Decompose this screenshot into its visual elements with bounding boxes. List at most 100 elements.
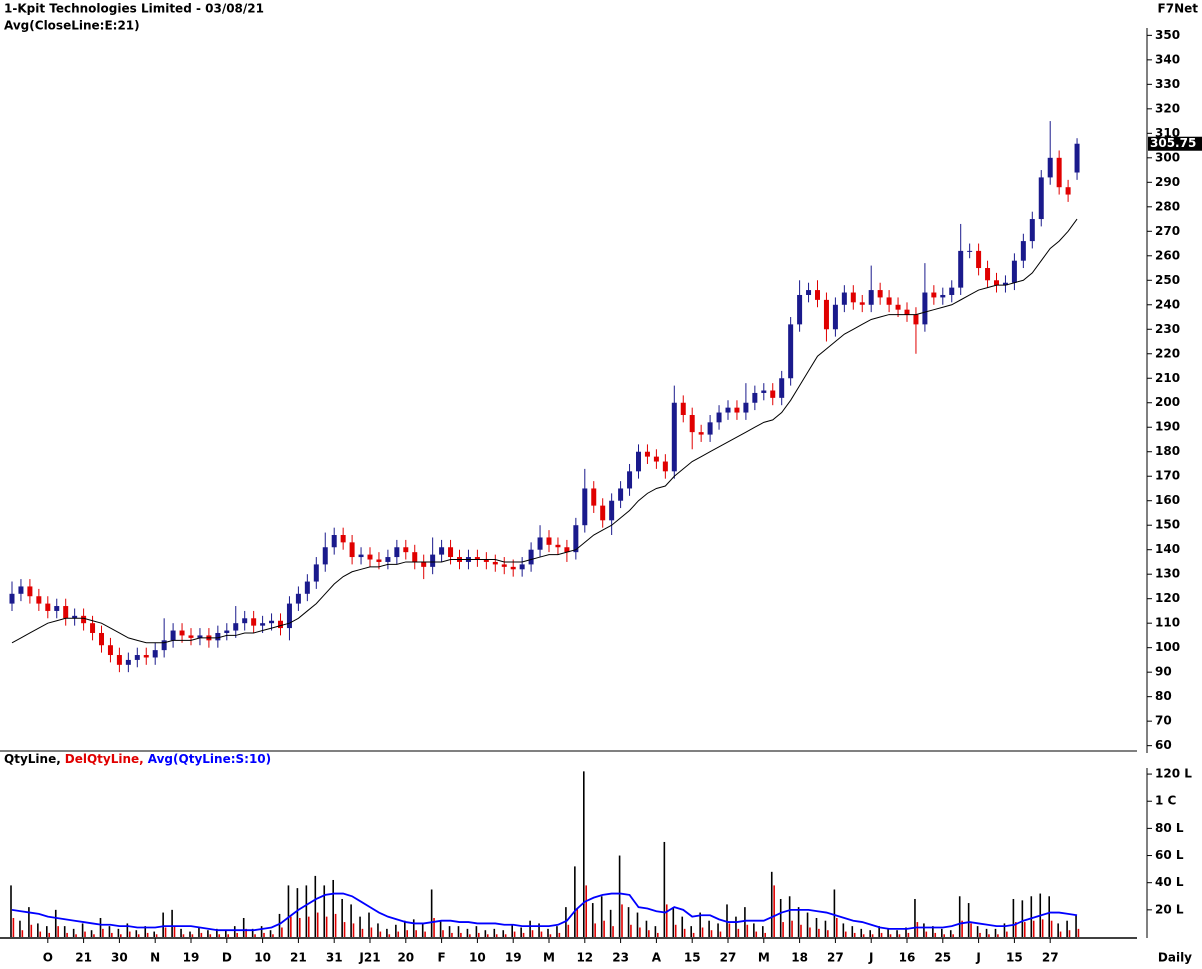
volume-bar — [128, 931, 131, 937]
volume-bar — [665, 904, 668, 937]
volume-bar — [260, 926, 263, 937]
candle-body — [81, 615, 87, 624]
candle-body — [859, 302, 865, 305]
volume-bar — [672, 907, 675, 937]
volume-bar — [412, 919, 415, 937]
volume-bar — [171, 909, 173, 937]
x-tick-label: 31 — [326, 951, 343, 965]
volume-bar — [941, 928, 943, 937]
candle-body — [734, 407, 740, 413]
y-tick-label: 350 — [1155, 28, 1180, 42]
volume-bar — [305, 885, 308, 937]
candle-body — [269, 620, 275, 624]
volume-bar — [594, 923, 596, 937]
candle-body — [260, 623, 266, 626]
volume-bar — [943, 934, 945, 937]
candle-body — [967, 250, 973, 252]
candle-body — [841, 292, 847, 305]
volume-bar — [1006, 931, 1008, 937]
candle-body — [18, 586, 24, 594]
volume-bar — [549, 934, 552, 937]
candle-body — [54, 606, 60, 611]
volume-bar — [164, 927, 167, 937]
volume-bar — [833, 889, 836, 937]
volume-bar — [460, 932, 462, 937]
candle-body — [99, 632, 104, 646]
indicator-label: Avg(CloseLine:E:21) — [4, 19, 140, 33]
volume-bar — [806, 912, 809, 937]
volume-bar — [603, 920, 605, 937]
candle-body — [922, 292, 928, 325]
volume-bar — [728, 923, 731, 937]
volume-bar — [75, 934, 77, 937]
volume-bar — [800, 924, 802, 937]
volume-bar — [173, 926, 176, 937]
candle-body — [788, 324, 794, 379]
volume-bar — [726, 904, 728, 937]
candle-body — [349, 542, 355, 558]
volume-bar — [824, 920, 827, 937]
volume-bar — [1041, 919, 1044, 937]
candle-body — [564, 547, 570, 553]
volume-bar — [10, 885, 12, 937]
volume-bar — [961, 920, 963, 937]
volume-bar — [591, 903, 594, 937]
volume-bar — [916, 922, 919, 937]
candle-body — [63, 606, 69, 619]
volume-bar — [600, 896, 603, 937]
candle-body — [367, 554, 373, 560]
volume-bar — [299, 917, 301, 937]
volume-bar — [737, 928, 740, 937]
candle-body — [644, 451, 650, 457]
x-tick-label: 15 — [1006, 951, 1023, 965]
candle-body — [609, 500, 615, 521]
candle-body — [358, 554, 364, 558]
volume-bar — [717, 923, 719, 937]
volume-bar — [361, 928, 364, 937]
interval-label: Daily — [1158, 951, 1192, 965]
volume-bar — [934, 932, 937, 937]
last-price-label: 305.75 — [1150, 136, 1196, 150]
volume-bar — [495, 934, 498, 937]
volume-bar — [869, 930, 871, 937]
volume-bar — [853, 932, 856, 937]
volume-bar — [475, 926, 478, 937]
candle-body — [90, 623, 96, 633]
volume-bar — [486, 934, 489, 937]
volume-bar — [225, 930, 227, 937]
volume-bar — [182, 934, 185, 937]
volume-bar — [126, 923, 129, 937]
volume-bar — [99, 917, 102, 937]
volume-bar — [451, 932, 453, 937]
volume-bar — [323, 885, 326, 937]
candle-body — [725, 407, 731, 413]
volume-bar — [639, 927, 641, 937]
volume-bar — [663, 841, 666, 937]
candle-body — [188, 635, 194, 638]
candle-body — [618, 488, 624, 501]
volume-bar — [558, 932, 561, 937]
volume-bar — [988, 934, 990, 937]
volume-bar — [81, 923, 84, 937]
volume-bar — [1068, 930, 1071, 937]
volume-bar — [958, 896, 961, 937]
x-tick-label: A — [652, 951, 662, 965]
candle-body — [439, 547, 445, 555]
y-tick-label: 170 — [1155, 469, 1180, 483]
candle-body — [161, 640, 167, 651]
candle-body — [627, 471, 633, 489]
volume-bar — [949, 930, 952, 937]
candle-body — [376, 559, 382, 562]
volume-bar — [976, 926, 979, 937]
candle-body — [582, 488, 588, 526]
x-tick-label: 23 — [612, 951, 629, 965]
volume-bar — [1066, 920, 1068, 937]
candle-body — [877, 290, 883, 298]
volume-bar — [851, 926, 854, 937]
candle-body — [913, 314, 919, 325]
x-tick-label: M — [758, 951, 770, 965]
volume-bar — [102, 928, 104, 937]
volume-bar — [878, 926, 880, 937]
volume-bar — [692, 932, 695, 937]
y-tick-label: 140 — [1155, 542, 1180, 556]
